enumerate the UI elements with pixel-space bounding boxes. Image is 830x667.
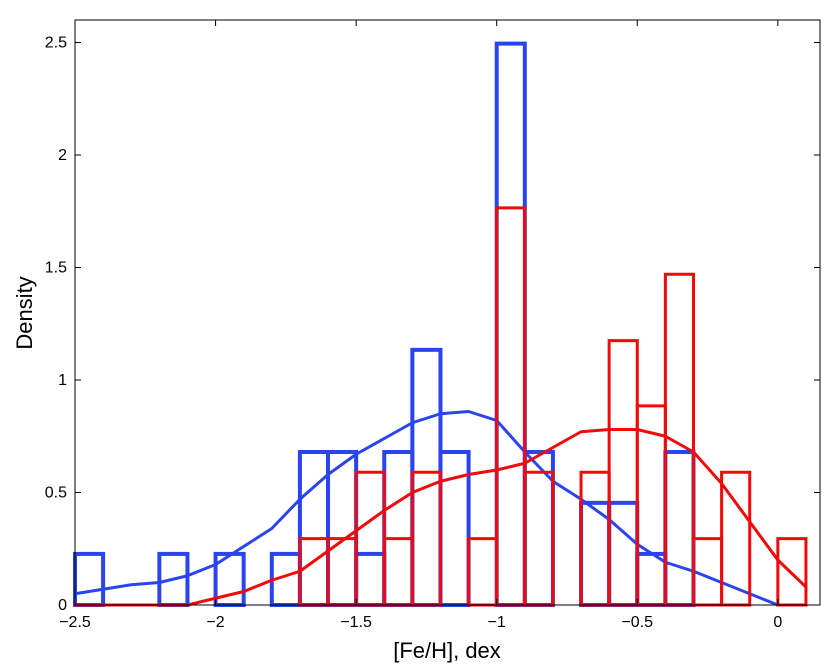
y-tick-label: 2 <box>58 147 67 164</box>
x-tick-label: −1 <box>488 614 506 631</box>
plot-frame <box>74 19 821 606</box>
x-tick-label: 0 <box>773 614 782 631</box>
y-tick-label: 1 <box>58 372 67 389</box>
x-tick-label: −0.5 <box>621 614 653 631</box>
y-tick-label: 2.5 <box>45 35 67 52</box>
y-tick-label: 0 <box>58 597 67 614</box>
x-tick-label: −1.5 <box>340 614 372 631</box>
y-axis-label: Density <box>12 276 37 349</box>
series-layer <box>73 41 808 608</box>
y-tick-label: 0.5 <box>45 485 67 502</box>
y-tick-label: 1.5 <box>45 260 67 277</box>
x-tick-label: −2.5 <box>59 614 91 631</box>
axes-layer: −2.5 −2 −1.5 −1 −0.5 0 0 0.5 1 1.5 2 2.5 <box>45 20 820 631</box>
x-axis-label: [Fe/H], dex <box>393 638 501 663</box>
x-tick-label: −2 <box>206 614 224 631</box>
plot-background <box>75 20 820 605</box>
series-1-density-curve <box>73 428 808 607</box>
series-0-density-curve <box>73 410 808 607</box>
